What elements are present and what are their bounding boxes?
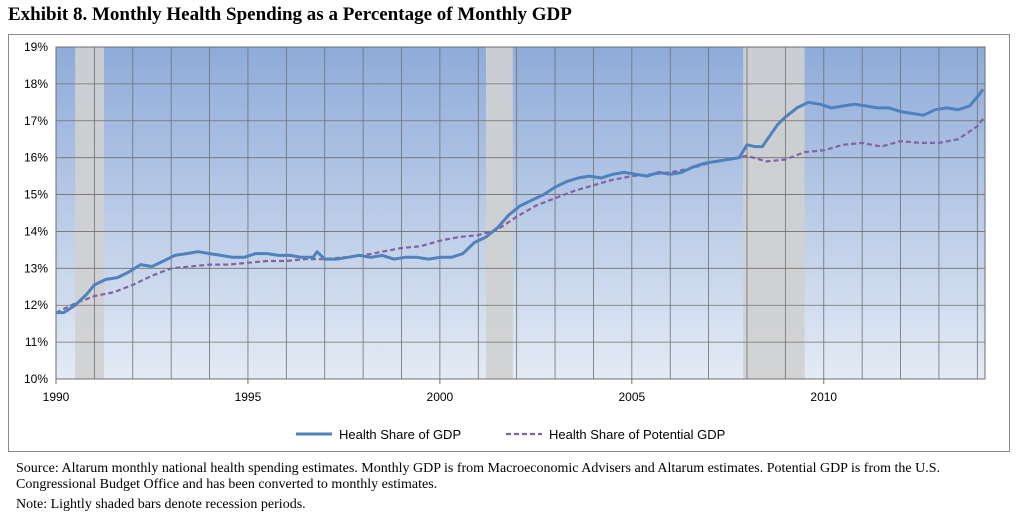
y-tick-label: 13%	[24, 261, 48, 275]
plot-border	[55, 46, 986, 380]
recession-note: Note: Lightly shaded bars denote recessi…	[16, 497, 306, 512]
x-tick-label: 1990	[43, 390, 70, 404]
x-tick-label: 2005	[618, 390, 645, 404]
y-tick-label: 18%	[24, 77, 48, 91]
legend-health-label: Health Share of GDP	[339, 427, 461, 442]
y-tick-label: 10%	[24, 372, 48, 386]
x-tick-label: 1995	[235, 390, 262, 404]
x-tick-label: 2010	[810, 390, 837, 404]
y-tick-label: 14%	[24, 224, 48, 238]
recession-bar	[743, 47, 805, 379]
legend: Health Share of GDP Health Share of Poten…	[296, 427, 725, 442]
exhibit-title: Exhibit 8. Monthly Health Spending as a …	[8, 4, 572, 25]
axes: 10% 11% 12% 13% 14% 15% 16% 17% 18% 19% 1990 1995 20…	[24, 40, 986, 404]
y-tick-label: 11%	[25, 335, 48, 349]
y-tick-label: 17%	[24, 114, 48, 128]
plot-area	[56, 47, 985, 379]
line-chart: 10% 11% 12% 13% 14% 15% 16% 17% 18% 19% 1990 1995 20…	[24, 40, 986, 442]
recession-bar	[485, 47, 513, 379]
series-lines	[55, 88, 985, 315]
potential-share-line	[55, 118, 984, 314]
recession-bars	[75, 47, 805, 379]
y-tick-label: 15%	[24, 188, 48, 202]
y-tick-label: 16%	[24, 151, 48, 165]
y-tick-label: 12%	[24, 298, 48, 312]
x-tick-label: 2000	[427, 390, 454, 404]
legend-potential-label: Health Share of Potential GDP	[549, 427, 725, 442]
health-share-line	[56, 88, 985, 315]
y-tick-label: 19%	[24, 40, 48, 54]
recession-bar	[75, 47, 104, 379]
source-note: Source: Altarum monthly national health …	[16, 461, 940, 492]
